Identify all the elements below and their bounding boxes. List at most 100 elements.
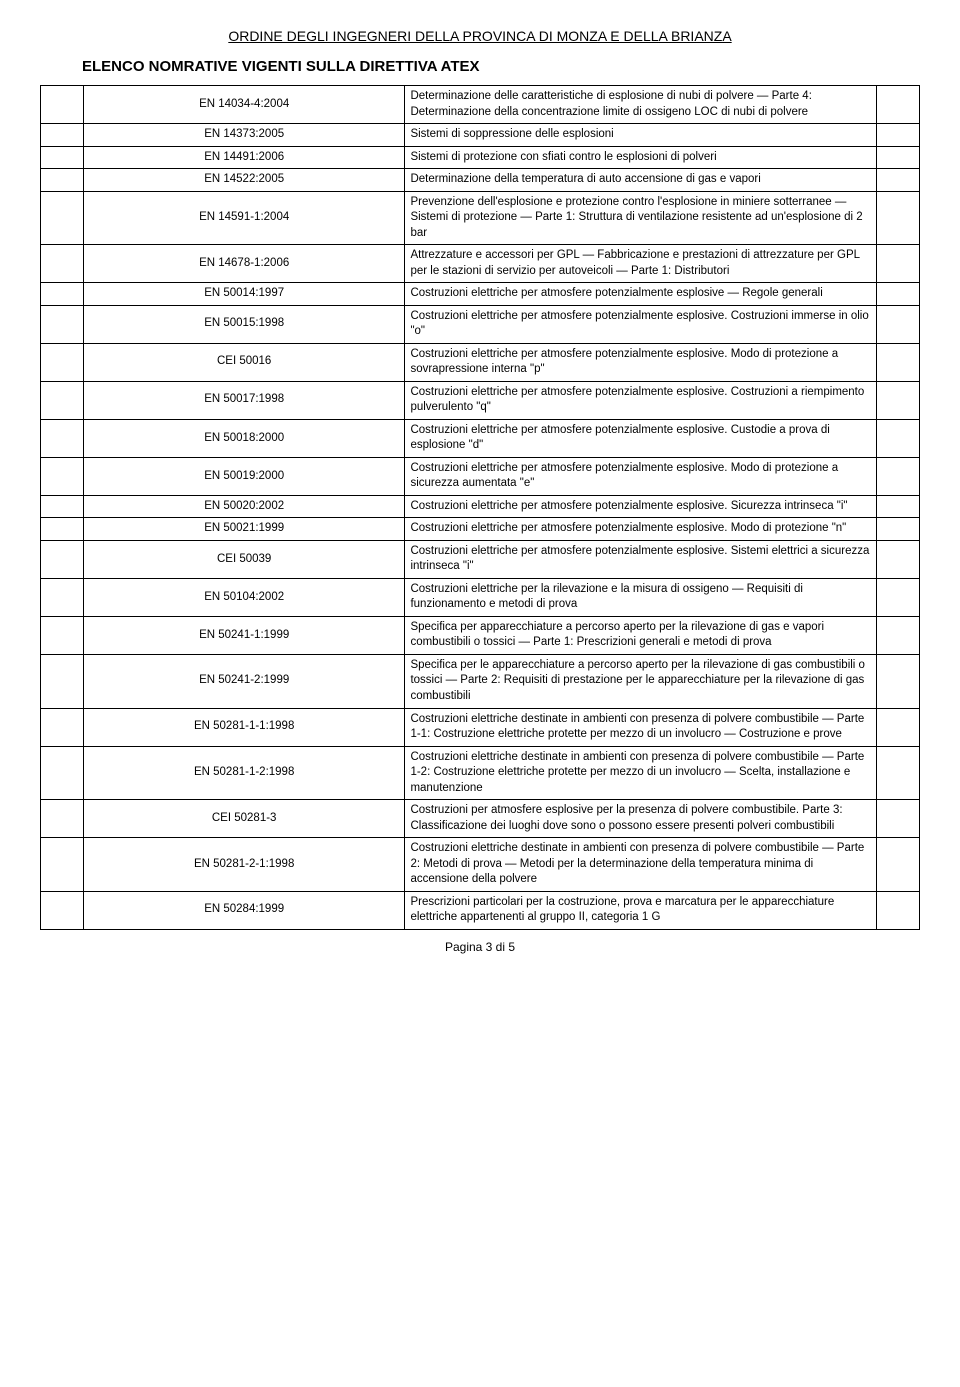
col-empty-right [877,419,920,457]
standard-code: EN 14678-1:2006 [83,245,405,283]
table-row: EN 50281-2-1:1998Costruzioni elettriche … [41,838,920,892]
col-empty-right [877,86,920,124]
standard-description: Costruzioni elettriche per atmosfere pot… [405,457,877,495]
standard-code: EN 50284:1999 [83,891,405,929]
col-empty-right [877,708,920,746]
table-row: EN 50281-1-1:1998Costruzioni elettriche … [41,708,920,746]
table-row: EN 50015:1998Costruzioni elettriche per … [41,305,920,343]
standard-description: Sistemi di protezione con sfiati contro … [405,146,877,169]
col-empty-right [877,191,920,245]
col-empty-right [877,381,920,419]
col-empty-left [41,343,84,381]
standard-description: Prevenzione dell'esplosione e protezione… [405,191,877,245]
standard-code: EN 50241-1:1999 [83,616,405,654]
col-empty-right [877,124,920,147]
table-row: EN 50017:1998Costruzioni elettriche per … [41,381,920,419]
col-empty-left [41,457,84,495]
standard-description: Costruzioni elettriche per atmosfere pot… [405,305,877,343]
table-row: EN 50014:1997Costruzioni elettriche per … [41,283,920,306]
col-empty-left [41,800,84,838]
col-empty-right [877,616,920,654]
col-empty-left [41,495,84,518]
col-empty-left [41,124,84,147]
standard-description: Costruzioni elettriche per atmosfere pot… [405,343,877,381]
table-row: CEI 50281-3Costruzioni per atmosfere esp… [41,800,920,838]
col-empty-left [41,146,84,169]
standard-description: Determinazione della temperatura di auto… [405,169,877,192]
table-row: EN 14591-1:2004Prevenzione dell'esplosio… [41,191,920,245]
page-footer: Pagina 3 di 5 [40,940,920,954]
standard-code: EN 50019:2000 [83,457,405,495]
standard-description: Sistemi di soppressione delle esplosioni [405,124,877,147]
standard-code: EN 50241-2:1999 [83,654,405,708]
standard-description: Costruzioni elettriche per atmosfere pot… [405,419,877,457]
col-empty-left [41,616,84,654]
col-empty-left [41,169,84,192]
standards-table: EN 14034-4:2004Determinazione delle cara… [40,85,920,930]
col-empty-left [41,283,84,306]
col-empty-right [877,245,920,283]
table-row: EN 50241-2:1999Specifica per le apparecc… [41,654,920,708]
standard-description: Costruzioni elettriche destinate in ambi… [405,746,877,800]
col-empty-right [877,457,920,495]
col-empty-right [877,746,920,800]
standard-code: EN 50021:1999 [83,518,405,541]
standard-description: Specifica per le apparecchiature a perco… [405,654,877,708]
standard-code: EN 14034-4:2004 [83,86,405,124]
table-row: EN 50021:1999Costruzioni elettriche per … [41,518,920,541]
standard-code: EN 14491:2006 [83,146,405,169]
standard-code: EN 14591-1:2004 [83,191,405,245]
standard-code: EN 50014:1997 [83,283,405,306]
header-title: ELENCO NOMRATIVE VIGENTI SULLA DIRETTIVA… [82,58,920,75]
table-row: EN 50018:2000Costruzioni elettriche per … [41,419,920,457]
standard-code: EN 50281-1-1:1998 [83,708,405,746]
col-empty-left [41,654,84,708]
table-row: EN 14678-1:2006Attrezzature e accessori … [41,245,920,283]
standard-description: Costruzioni elettriche per atmosfere pot… [405,381,877,419]
standard-description: Costruzioni per atmosfere esplosive per … [405,800,877,838]
standard-description: Specifica per apparecchiature a percorso… [405,616,877,654]
table-row: EN 14373:2005Sistemi di soppressione del… [41,124,920,147]
col-empty-left [41,838,84,892]
table-row: EN 14522:2005Determinazione della temper… [41,169,920,192]
standard-description: Costruzioni elettriche per atmosfere pot… [405,283,877,306]
table-row: EN 50284:1999Prescrizioni particolari pe… [41,891,920,929]
table-row: EN 50019:2000Costruzioni elettriche per … [41,457,920,495]
col-empty-right [877,540,920,578]
col-empty-left [41,245,84,283]
table-row: EN 50281-1-2:1998Costruzioni elettriche … [41,746,920,800]
standard-code: CEI 50016 [83,343,405,381]
standard-description: Costruzioni elettriche per atmosfere pot… [405,495,877,518]
col-empty-left [41,86,84,124]
table-row: EN 50241-1:1999Specifica per apparecchia… [41,616,920,654]
standard-code: CEI 50281-3 [83,800,405,838]
standard-code: EN 50104:2002 [83,578,405,616]
col-empty-left [41,305,84,343]
col-empty-right [877,169,920,192]
col-empty-right [877,654,920,708]
col-empty-right [877,800,920,838]
standard-description: Attrezzature e accessori per GPL — Fabbr… [405,245,877,283]
standard-code: EN 50015:1998 [83,305,405,343]
col-empty-left [41,191,84,245]
standard-code: CEI 50039 [83,540,405,578]
col-empty-left [41,746,84,800]
col-empty-right [877,305,920,343]
col-empty-right [877,891,920,929]
col-empty-right [877,146,920,169]
standard-code: EN 14373:2005 [83,124,405,147]
col-empty-left [41,518,84,541]
col-empty-right [877,343,920,381]
col-empty-right [877,518,920,541]
col-empty-left [41,578,84,616]
col-empty-left [41,540,84,578]
standard-description: Costruzioni elettriche per atmosfere pot… [405,518,877,541]
header-org: ORDINE DEGLI INGEGNERI DELLA PROVINCA DI… [40,28,920,44]
col-empty-right [877,495,920,518]
standard-description: Prescrizioni particolari per la costruzi… [405,891,877,929]
standard-code: EN 50281-2-1:1998 [83,838,405,892]
standard-description: Costruzioni elettriche per atmosfere pot… [405,540,877,578]
table-row: EN 50020:2002Costruzioni elettriche per … [41,495,920,518]
standard-description: Costruzioni elettriche destinate in ambi… [405,708,877,746]
table-row: CEI 50039Costruzioni elettriche per atmo… [41,540,920,578]
